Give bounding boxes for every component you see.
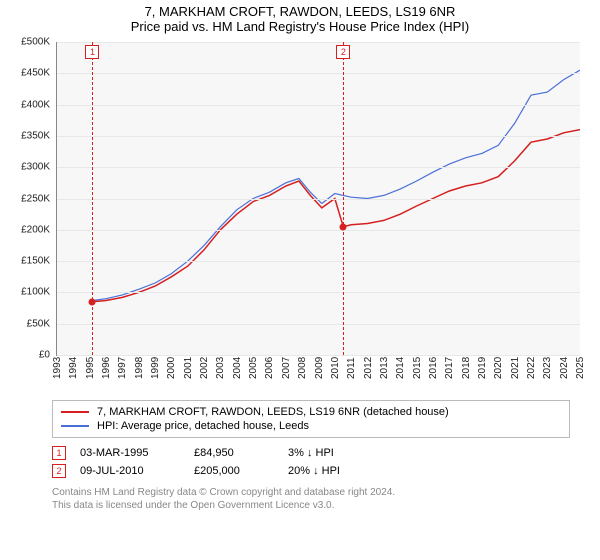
- footer-line2: This data is licensed under the Open Gov…: [52, 499, 570, 512]
- gridline: [57, 324, 580, 325]
- legend-label: 7, MARKHAM CROFT, RAWDON, LEEDS, LS19 6N…: [97, 406, 449, 418]
- x-tick-label: 1995: [85, 357, 96, 379]
- x-tick-label: 2016: [428, 357, 439, 379]
- gridline: [57, 73, 580, 74]
- gridline: [57, 261, 580, 262]
- x-tick-label: 2014: [395, 357, 406, 379]
- y-tick-label: £300K: [10, 162, 54, 173]
- x-tick-label: 2007: [281, 357, 292, 379]
- x-tick-label: 2015: [412, 357, 423, 379]
- transaction-date: 03-MAR-1995: [80, 447, 180, 459]
- legend-item: 7, MARKHAM CROFT, RAWDON, LEEDS, LS19 6N…: [61, 405, 561, 419]
- x-tick-label: 2022: [526, 357, 537, 379]
- x-tick-label: 2003: [215, 357, 226, 379]
- x-tick-label: 2000: [166, 357, 177, 379]
- transaction-price: £205,000: [194, 465, 274, 477]
- gridline: [57, 292, 580, 293]
- transaction-delta: 3% ↓ HPI: [288, 447, 334, 459]
- transaction-marker-box: 1: [85, 45, 99, 59]
- title-line2: Price paid vs. HM Land Registry's House …: [0, 19, 600, 34]
- gridline: [57, 105, 580, 106]
- plot-region: 12: [56, 42, 580, 356]
- transaction-price: £84,950: [194, 447, 274, 459]
- title-line1: 7, MARKHAM CROFT, RAWDON, LEEDS, LS19 6N…: [0, 4, 600, 19]
- legend: 7, MARKHAM CROFT, RAWDON, LEEDS, LS19 6N…: [52, 400, 570, 438]
- transaction-notes: 1 03-MAR-1995 £84,950 3% ↓ HPI 2 09-JUL-…: [52, 444, 570, 480]
- x-tick-label: 2021: [510, 357, 521, 379]
- x-tick-label: 2010: [330, 357, 341, 379]
- x-tick-label: 2017: [444, 357, 455, 379]
- legend-item: HPI: Average price, detached house, Leed…: [61, 419, 561, 433]
- x-tick-label: 2019: [477, 357, 488, 379]
- footer-line1: Contains HM Land Registry data © Crown c…: [52, 486, 570, 499]
- gridline: [57, 42, 580, 43]
- title-block: 7, MARKHAM CROFT, RAWDON, LEEDS, LS19 6N…: [0, 0, 600, 36]
- legend-label: HPI: Average price, detached house, Leed…: [97, 420, 309, 432]
- x-tick-label: 2002: [199, 357, 210, 379]
- y-tick-label: £0: [10, 350, 54, 361]
- chart-area: 12 £0£50K£100K£150K£200K£250K£300K£350K£…: [10, 36, 590, 396]
- series-line-property: [93, 130, 581, 302]
- x-tick-label: 2020: [493, 357, 504, 379]
- x-tick-label: 1993: [52, 357, 63, 379]
- x-tick-label: 2005: [248, 357, 259, 379]
- gridline: [57, 199, 580, 200]
- legend-swatch: [61, 411, 89, 413]
- x-tick-label: 2004: [232, 357, 243, 379]
- gridline: [57, 230, 580, 231]
- transaction-dot: [340, 223, 347, 230]
- transaction-dot: [89, 298, 96, 305]
- x-tick-label: 2008: [297, 357, 308, 379]
- transaction-vline: [92, 42, 93, 355]
- transaction-row: 2 09-JUL-2010 £205,000 20% ↓ HPI: [52, 462, 570, 480]
- chart-container: 7, MARKHAM CROFT, RAWDON, LEEDS, LS19 6N…: [0, 0, 600, 512]
- transaction-marker: 2: [52, 464, 66, 478]
- x-tick-label: 2013: [379, 357, 390, 379]
- y-tick-label: £100K: [10, 287, 54, 298]
- transaction-marker-box: 2: [336, 45, 350, 59]
- x-tick-label: 1994: [68, 357, 79, 379]
- gridline: [57, 136, 580, 137]
- x-tick-label: 2024: [559, 357, 570, 379]
- y-tick-label: £200K: [10, 224, 54, 235]
- x-tick-label: 2018: [461, 357, 472, 379]
- x-tick-label: 2009: [314, 357, 325, 379]
- y-tick-label: £250K: [10, 193, 54, 204]
- footer: Contains HM Land Registry data © Crown c…: [52, 486, 570, 512]
- y-tick-label: £350K: [10, 130, 54, 141]
- transaction-row: 1 03-MAR-1995 £84,950 3% ↓ HPI: [52, 444, 570, 462]
- x-tick-label: 2025: [575, 357, 586, 379]
- x-tick-label: 1999: [150, 357, 161, 379]
- transaction-vline: [343, 42, 344, 355]
- x-tick-label: 2023: [542, 357, 553, 379]
- y-tick-label: £400K: [10, 99, 54, 110]
- x-tick-label: 2006: [264, 357, 275, 379]
- gridline: [57, 167, 580, 168]
- y-tick-label: £500K: [10, 37, 54, 48]
- x-tick-label: 2011: [346, 357, 357, 379]
- transaction-delta: 20% ↓ HPI: [288, 465, 340, 477]
- x-tick-label: 2012: [363, 357, 374, 379]
- y-tick-label: £150K: [10, 256, 54, 267]
- transaction-date: 09-JUL-2010: [80, 465, 180, 477]
- transaction-marker: 1: [52, 446, 66, 460]
- y-tick-label: £50K: [10, 318, 54, 329]
- x-tick-label: 2001: [183, 357, 194, 379]
- x-tick-label: 1998: [134, 357, 145, 379]
- x-tick-label: 1997: [117, 357, 128, 379]
- y-tick-label: £450K: [10, 68, 54, 79]
- x-tick-label: 1996: [101, 357, 112, 379]
- legend-swatch: [61, 425, 89, 427]
